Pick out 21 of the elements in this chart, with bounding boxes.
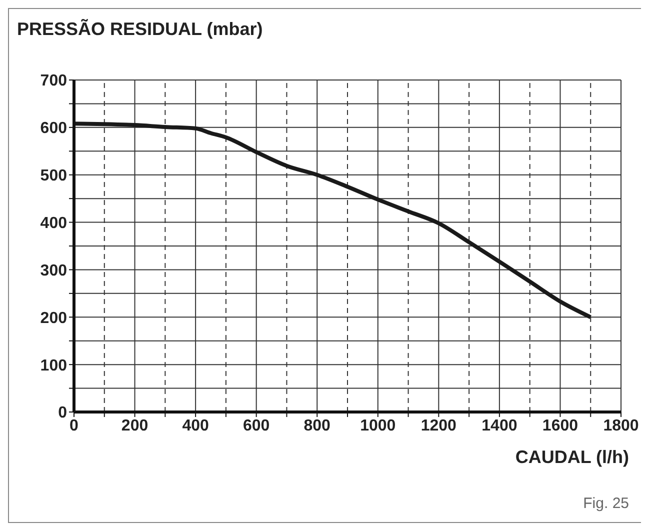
chart-title: PRESSÃO RESIDUAL (mbar) — [17, 19, 263, 40]
x-tick-label: 1200 — [420, 417, 457, 434]
y-tick-label: 0 — [58, 404, 68, 422]
x-tick-label: 400 — [182, 417, 209, 434]
y-tick-label: 300 — [40, 262, 68, 280]
y-tick-label: 500 — [40, 168, 68, 185]
caption: Fig. 25 — [583, 495, 629, 512]
x-tick-label: 600 — [242, 417, 270, 434]
x-tick-label: 1600 — [542, 417, 578, 434]
y-tick-label: 200 — [40, 310, 68, 327]
x-tick-label: 800 — [304, 417, 331, 434]
y-tick-label: 600 — [40, 120, 68, 138]
y-tick-label: 700 — [40, 72, 68, 90]
x-tick-label: 1000 — [360, 417, 396, 434]
x-tick-label: 1800 — [603, 417, 639, 434]
x-tick-label: 1400 — [482, 417, 518, 434]
x-axis-title: CAUDAL (l/h) — [515, 447, 629, 468]
x-tick-label: 0 — [70, 417, 79, 434]
y-tick-label: 400 — [40, 214, 68, 232]
x-tick-label: 200 — [121, 417, 148, 434]
y-tick-label: 100 — [40, 357, 68, 374]
